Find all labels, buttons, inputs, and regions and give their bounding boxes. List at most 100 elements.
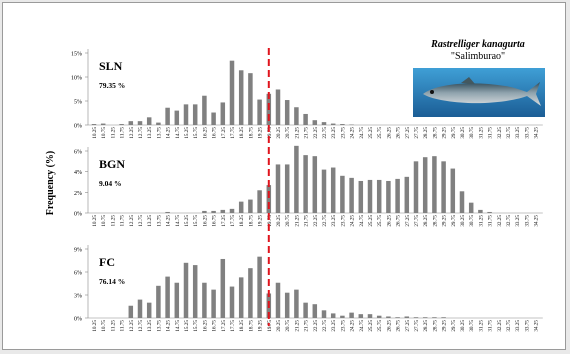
x-tick-label: 31.75 [488, 320, 494, 332]
x-tick-label: 10.25 [92, 127, 98, 139]
x-tick-label: 17.25 [221, 320, 227, 332]
bar [294, 107, 299, 125]
x-tick-label: 20.75 [285, 127, 291, 139]
x-tick-label: 24.25 [350, 127, 356, 139]
x-tick-label: 34.25 [534, 320, 540, 332]
panel-label: FC [99, 255, 115, 269]
bar [330, 123, 336, 125]
x-tick-label: 25.75 [377, 127, 383, 139]
x-tick-label: 29.75 [451, 127, 457, 139]
bar [137, 299, 143, 318]
x-tick-label: 10.25 [92, 215, 98, 227]
x-tick-label: 30.75 [469, 320, 475, 332]
y-tick-label: 4% [74, 170, 82, 176]
x-tick-label: 20.25 [276, 215, 282, 227]
x-tick-label: 16.75 [212, 320, 218, 332]
x-tick-label: 27.25 [405, 320, 411, 332]
bar [330, 167, 336, 213]
x-tick-label: 34.25 [534, 127, 540, 139]
x-tick-label: 21.25 [294, 127, 300, 139]
x-tick-label: 30.25 [460, 215, 466, 227]
bar [303, 113, 308, 125]
bar [229, 208, 235, 213]
x-tick-label: 19.25 [258, 215, 264, 227]
bar [312, 120, 318, 125]
bar [367, 314, 373, 318]
bar [202, 210, 207, 213]
bar [284, 100, 290, 125]
bar [211, 210, 216, 213]
y-tick-label: 6% [74, 150, 82, 156]
x-tick-label: 20.75 [285, 215, 291, 227]
x-tick-label: 11.25 [110, 215, 116, 227]
bar [404, 316, 410, 318]
x-tick-label: 24.75 [359, 320, 365, 332]
x-tick-label: 33.25 [515, 320, 521, 332]
y-tick-label: 10% [71, 76, 82, 82]
x-tick-label: 26.75 [396, 320, 402, 332]
x-tick-label: 30.75 [469, 215, 475, 227]
x-tick-label: 16.25 [202, 320, 208, 332]
x-tick-label: 12.75 [138, 127, 144, 139]
bar [174, 110, 180, 125]
bar [165, 211, 170, 213]
x-tick-label: 21.75 [304, 127, 310, 139]
x-tick-label: 31.75 [488, 127, 494, 139]
x-tick-label: 15.25 [184, 127, 190, 139]
y-tick-label: 0% [74, 212, 82, 218]
x-tick-label: 18.75 [248, 127, 254, 139]
bar [165, 276, 170, 318]
x-tick-label: 15.25 [184, 320, 190, 332]
bar [284, 164, 290, 213]
x-tick-label: 25.75 [377, 320, 383, 332]
bar [404, 176, 410, 213]
x-tick-label: 32.75 [506, 127, 512, 139]
bar [386, 316, 391, 318]
bar [349, 312, 354, 318]
x-tick-label: 26.25 [386, 127, 392, 139]
bar [367, 179, 373, 213]
bar [257, 190, 262, 213]
x-tick-label: 20.75 [285, 320, 291, 332]
bar [146, 302, 152, 318]
x-tick-label: 30.25 [460, 320, 466, 332]
bar [450, 168, 456, 213]
x-tick-label: 31.25 [478, 127, 484, 139]
x-tick-label: 31.25 [478, 215, 484, 227]
x-tick-label: 15.75 [193, 127, 199, 139]
x-tick-label: 19.75 [267, 215, 273, 227]
x-tick-label: 30.25 [460, 127, 466, 139]
x-tick-label: 32.75 [506, 320, 512, 332]
x-tick-label: 10.75 [101, 215, 107, 227]
bar [211, 289, 216, 318]
x-tick-label: 30.75 [469, 127, 475, 139]
x-tick-label: 20.25 [276, 127, 282, 139]
y-axis-label: Frequency (%) [45, 151, 56, 216]
x-tick-label: 23.75 [340, 127, 346, 139]
x-tick-label: 28.25 [423, 127, 429, 139]
bar [413, 161, 419, 213]
x-tick-label: 14.25 [166, 127, 172, 139]
bar [340, 124, 345, 125]
x-tick-label: 12.25 [129, 320, 135, 332]
x-tick-label: 12.75 [138, 320, 144, 332]
x-tick-label: 15.75 [193, 320, 199, 332]
bar [422, 157, 428, 213]
bar [441, 317, 446, 318]
species-scientific-name: Rastrelliger kanagurta [431, 39, 525, 50]
x-tick-label: 13.25 [147, 320, 153, 332]
x-tick-label: 13.75 [156, 127, 162, 139]
x-tick-label: 29.25 [442, 127, 448, 139]
x-tick-label: 11.25 [110, 127, 116, 139]
bar [229, 286, 235, 318]
x-tick-label: 21.25 [294, 215, 300, 227]
bar [312, 304, 318, 318]
x-tick-label: 29.75 [451, 215, 457, 227]
panel-percent: 9.04 % [99, 179, 122, 188]
x-tick-label: 22.75 [322, 215, 328, 227]
bar [192, 265, 198, 318]
x-tick-label: 31.25 [478, 320, 484, 332]
x-tick-label: 27.75 [414, 215, 420, 227]
bar [376, 179, 382, 213]
x-tick-label: 33.75 [524, 127, 530, 139]
